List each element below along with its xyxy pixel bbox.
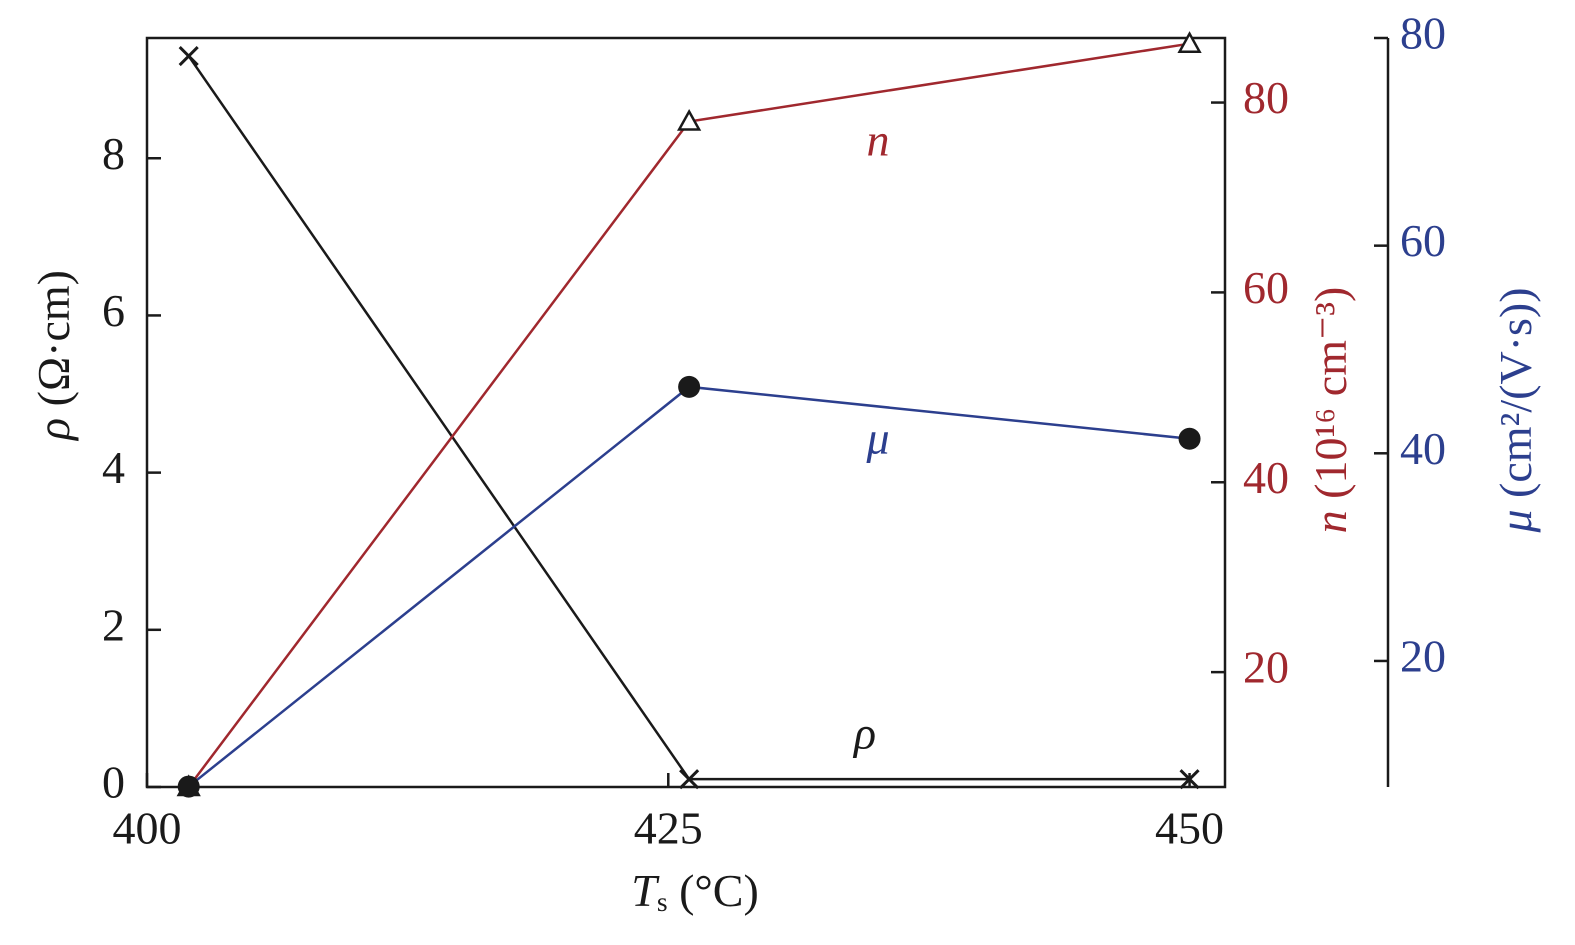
y3-tick-label: 60 — [1400, 215, 1446, 266]
y-tick-label: 8 — [102, 128, 125, 179]
y-tick-label: 2 — [102, 599, 125, 650]
x-axis-label-symbol: T — [631, 865, 660, 916]
y-axis-label-symbol: ρ — [28, 418, 79, 442]
series-label: n — [867, 115, 890, 166]
point-marker — [1177, 31, 1202, 53]
series-line — [187, 55, 1190, 781]
x-tick-label: 400 — [113, 803, 182, 854]
y-tick-label: 0 — [102, 757, 125, 808]
x-axis-label: Ts (°C) — [631, 865, 759, 918]
y3-tick-label: 40 — [1400, 423, 1446, 474]
y-axis-label-unit: (Ω·cm) — [28, 270, 79, 418]
point-marker — [678, 375, 701, 398]
point-marker — [1178, 427, 1201, 450]
point-marker — [1179, 769, 1200, 790]
y-tick-label: 4 — [102, 442, 125, 493]
series-label: ρ — [852, 708, 876, 759]
point-marker — [177, 775, 200, 798]
y2-axis-label-symbol: n — [1305, 510, 1356, 533]
y3-axis-label-symbol: μ — [1490, 509, 1541, 533]
y2-tick-label: 60 — [1243, 262, 1289, 313]
y2-tick-label: 20 — [1243, 642, 1289, 693]
y3-axis-label-unit: (cm²/(V·s)) — [1490, 287, 1541, 509]
y2-tick-label: 40 — [1243, 452, 1289, 503]
point-marker — [679, 769, 700, 790]
y3-tick-label: 20 — [1400, 631, 1446, 682]
series-line — [187, 42, 1190, 788]
y2-tick-label: 80 — [1243, 72, 1289, 123]
point-marker — [677, 108, 702, 131]
x-tick-label: 450 — [1155, 803, 1224, 854]
y3-axis-label: μ (cm²/(V·s)) — [1490, 287, 1541, 533]
y2-axis-label-unit: (10¹⁶ cm⁻³) — [1305, 287, 1356, 511]
y-axis-label: ρ (Ω·cm) — [28, 270, 79, 442]
point-marker — [178, 46, 199, 67]
x-tick-label: 425 — [634, 803, 703, 854]
plot-frame — [145, 36, 1227, 789]
y2-axis-label: n (10¹⁶ cm⁻³) — [1305, 287, 1356, 534]
y-tick-label: 6 — [102, 285, 125, 336]
x-axis-label-subscript: s — [657, 886, 668, 917]
x-axis-label-unit: (°C) — [668, 865, 759, 916]
series-label: μ — [865, 413, 889, 464]
y3-tick-label: 80 — [1400, 8, 1446, 59]
